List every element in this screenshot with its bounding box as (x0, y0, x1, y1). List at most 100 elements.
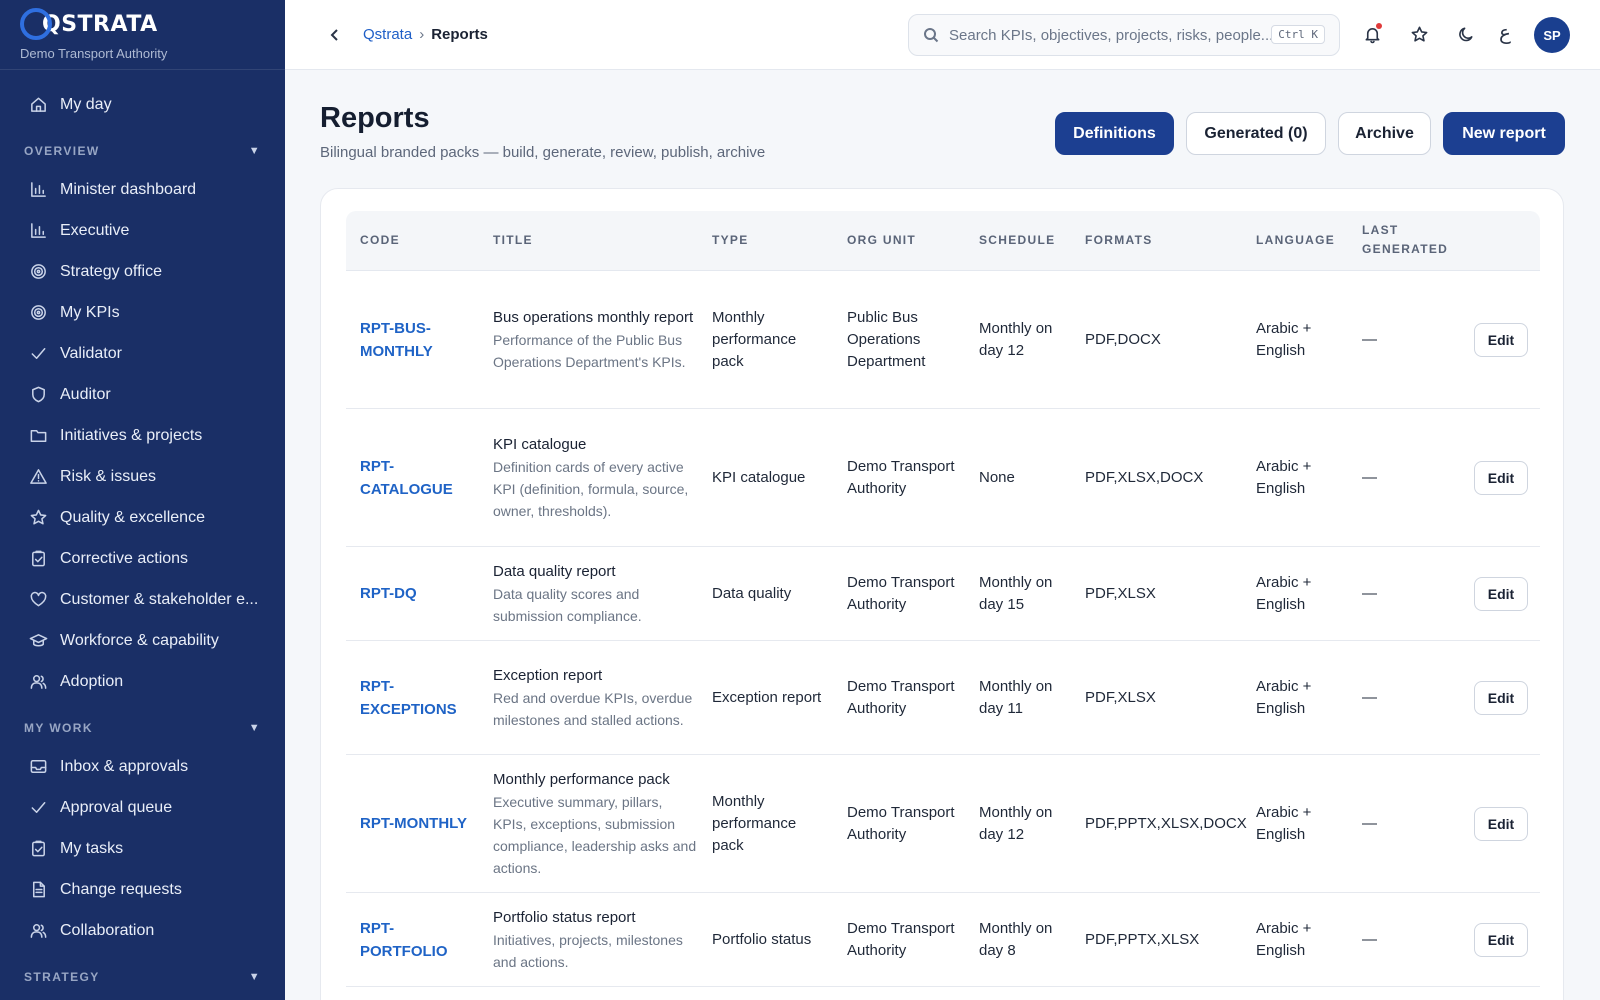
report-type: Portfolio status (712, 930, 812, 948)
users-icon (30, 924, 46, 938)
report-title: Monthly performance pack (493, 770, 670, 788)
table-row[interactable]: RPT-BUS-MONTHLY Bus operations monthly re… (346, 271, 1540, 409)
report-formats: PDF,XLSX (1085, 584, 1156, 602)
report-code-link[interactable]: RPT-BUS-MONTHLY (360, 319, 433, 360)
sidebar-item-workforce-capability[interactable]: Workforce & capability (0, 620, 285, 661)
avatar[interactable]: SP (1534, 17, 1570, 53)
home-icon (30, 97, 46, 112)
report-code-link[interactable]: RPT-PORTFOLIO (360, 919, 448, 960)
header-language: LANGUAGE (1256, 233, 1336, 247)
report-description: Executive summary, pillars, KPIs, except… (493, 793, 697, 876)
report-title: Bus operations monthly report (493, 308, 694, 326)
table-row[interactable]: RPT-MONTHLY Monthly performance pack Execu… (346, 755, 1540, 893)
edit-button[interactable]: Edit (1474, 923, 1528, 957)
logo[interactable]: QSTRATA (20, 4, 265, 44)
shield-icon (28, 385, 48, 405)
sidebar-item-label: Customer & stakeholder e... (60, 590, 259, 608)
sidebar-item-change-requests[interactable]: Change requests (0, 869, 285, 910)
sidebar-item-adoption[interactable]: Adoption (0, 661, 285, 702)
back-button[interactable] (325, 25, 345, 45)
report-org-unit: Demo Transport Authority (847, 573, 955, 613)
sidebar-item-collaboration[interactable]: Collaboration (0, 910, 285, 951)
favorites-button[interactable] (1407, 22, 1431, 46)
report-description: Definition cards of every active KPI (de… (493, 458, 689, 519)
header-code: CODE (360, 233, 400, 247)
report-description: Initiatives, projects, milestones and ac… (493, 931, 683, 970)
sidebar-item-corrective-actions[interactable]: Corrective actions (0, 538, 285, 579)
report-schedule: Monthly on day 12 (979, 803, 1053, 843)
report-title: KPI catalogue (493, 435, 587, 453)
chevron-down-icon: ▼ (248, 145, 261, 157)
sidebar-item-quality-excellence[interactable]: Quality & excellence (0, 497, 285, 538)
sidebar-item-label: Executive (60, 221, 130, 239)
sidebar-section-overview[interactable]: OVERVIEW ▼ (0, 133, 285, 169)
table-row[interactable]: RPT-DQ Data quality report Data quality sc… (346, 547, 1540, 641)
report-formats: PDF,PPTX,XLSX,DOCX (1085, 814, 1247, 832)
sidebar-item-customer-stakeholder-e[interactable]: Customer & stakeholder e... (0, 579, 285, 620)
sidebar-item-executive[interactable]: Executive (0, 210, 285, 251)
sidebar-item-risk-issues[interactable]: Risk & issues (0, 456, 285, 497)
bar-chart-icon (28, 180, 48, 200)
header-title: TITLE (493, 233, 533, 247)
breadcrumb-root-link[interactable]: Qstrata (363, 26, 413, 43)
sidebar-item-validator[interactable]: Validator (0, 333, 285, 374)
generated-button[interactable]: Generated (0) (1186, 112, 1326, 155)
report-title-block: Portfolio status report Initiatives, proj… (493, 907, 698, 973)
sidebar-item-minister-dashboard[interactable]: Minister dashboard (0, 169, 285, 210)
edit-button[interactable]: Edit (1474, 807, 1528, 841)
report-type: Exception report (712, 688, 822, 706)
report-org-unit: Public Bus Operations Department (847, 308, 926, 370)
table-row[interactable]: RPT-EXCEPTIONS Exception report Red and ov… (346, 641, 1540, 755)
notifications-button[interactable] (1360, 22, 1384, 46)
table-row[interactable]: RPT-CATALOGUE KPI catalogue Definition car… (346, 409, 1540, 547)
page-subtitle: Bilingual branded packs — build, generat… (320, 144, 766, 161)
edit-button[interactable]: Edit (1474, 681, 1528, 715)
sidebar-item-label: Collaboration (60, 921, 155, 939)
folder-icon (28, 426, 48, 446)
report-language: Arabic + English (1256, 919, 1312, 959)
sidebar-item-label: Auditor (60, 385, 111, 403)
sidebar-item-initiatives-projects[interactable]: Initiatives & projects (0, 415, 285, 456)
sidebar-item-approval-queue[interactable]: Approval queue (0, 787, 285, 828)
sidebar-item-my-kpis[interactable]: My KPIs (0, 292, 285, 333)
sidebar-item-auditor[interactable]: Auditor (0, 374, 285, 415)
edit-button[interactable]: Edit (1474, 323, 1528, 357)
report-org-unit: Demo Transport Authority (847, 677, 955, 717)
report-code-link[interactable]: RPT-DQ (360, 585, 417, 602)
topbar: Qstrata › Reports Search KPIs, objective… (285, 0, 1600, 70)
report-code-link[interactable]: RPT-EXCEPTIONS (360, 677, 457, 718)
report-title-block: Data quality report Data quality scores a… (493, 561, 698, 627)
language-toggle[interactable]: ع (1499, 20, 1511, 44)
sidebar-section-strategy[interactable]: STRATEGY ▼ (0, 959, 285, 995)
users-icon (28, 921, 48, 941)
definitions-button[interactable]: Definitions (1055, 112, 1174, 155)
edit-button[interactable]: Edit (1474, 461, 1528, 495)
report-code-link[interactable]: RPT-MONTHLY (360, 815, 467, 832)
search-input[interactable]: Search KPIs, objectives, projects, risks… (908, 14, 1340, 56)
report-org-unit: Demo Transport Authority (847, 457, 955, 497)
sidebar-item-label: Validator (60, 344, 122, 362)
sidebar-item-inbox-approvals[interactable]: Inbox & approvals (0, 746, 285, 787)
breadcrumb: Qstrata › Reports (363, 26, 488, 43)
report-description: Data quality scores and submission compl… (493, 585, 642, 624)
report-code-link[interactable]: RPT-CATALOGUE (360, 457, 453, 498)
target-icon (30, 305, 46, 320)
new-report-button[interactable]: New report (1443, 112, 1565, 155)
sidebar-item-my-tasks[interactable]: My tasks (0, 828, 285, 869)
report-last-generated: — (1362, 468, 1377, 486)
heart-icon (28, 590, 48, 610)
inbox-icon (28, 757, 48, 777)
edit-button[interactable]: Edit (1474, 577, 1528, 611)
report-title: Portfolio status report (493, 908, 636, 926)
target-icon (28, 303, 48, 323)
report-formats: PDF,DOCX (1085, 330, 1161, 348)
sidebar-section-my-work[interactable]: MY WORK ▼ (0, 710, 285, 746)
sidebar-item-my-day[interactable]: My day (0, 84, 285, 125)
report-language: Arabic + English (1256, 573, 1312, 613)
report-schedule: Monthly on day 8 (979, 919, 1053, 959)
table-row[interactable]: RPT-PORTFOLIO Portfolio status report Init… (346, 893, 1540, 987)
dark-mode-toggle[interactable] (1454, 22, 1478, 46)
sidebar-item-strategy-office[interactable]: Strategy office (0, 251, 285, 292)
brand: QSTRATA Demo Transport Authority (0, 0, 285, 70)
archive-button[interactable]: Archive (1338, 112, 1431, 155)
